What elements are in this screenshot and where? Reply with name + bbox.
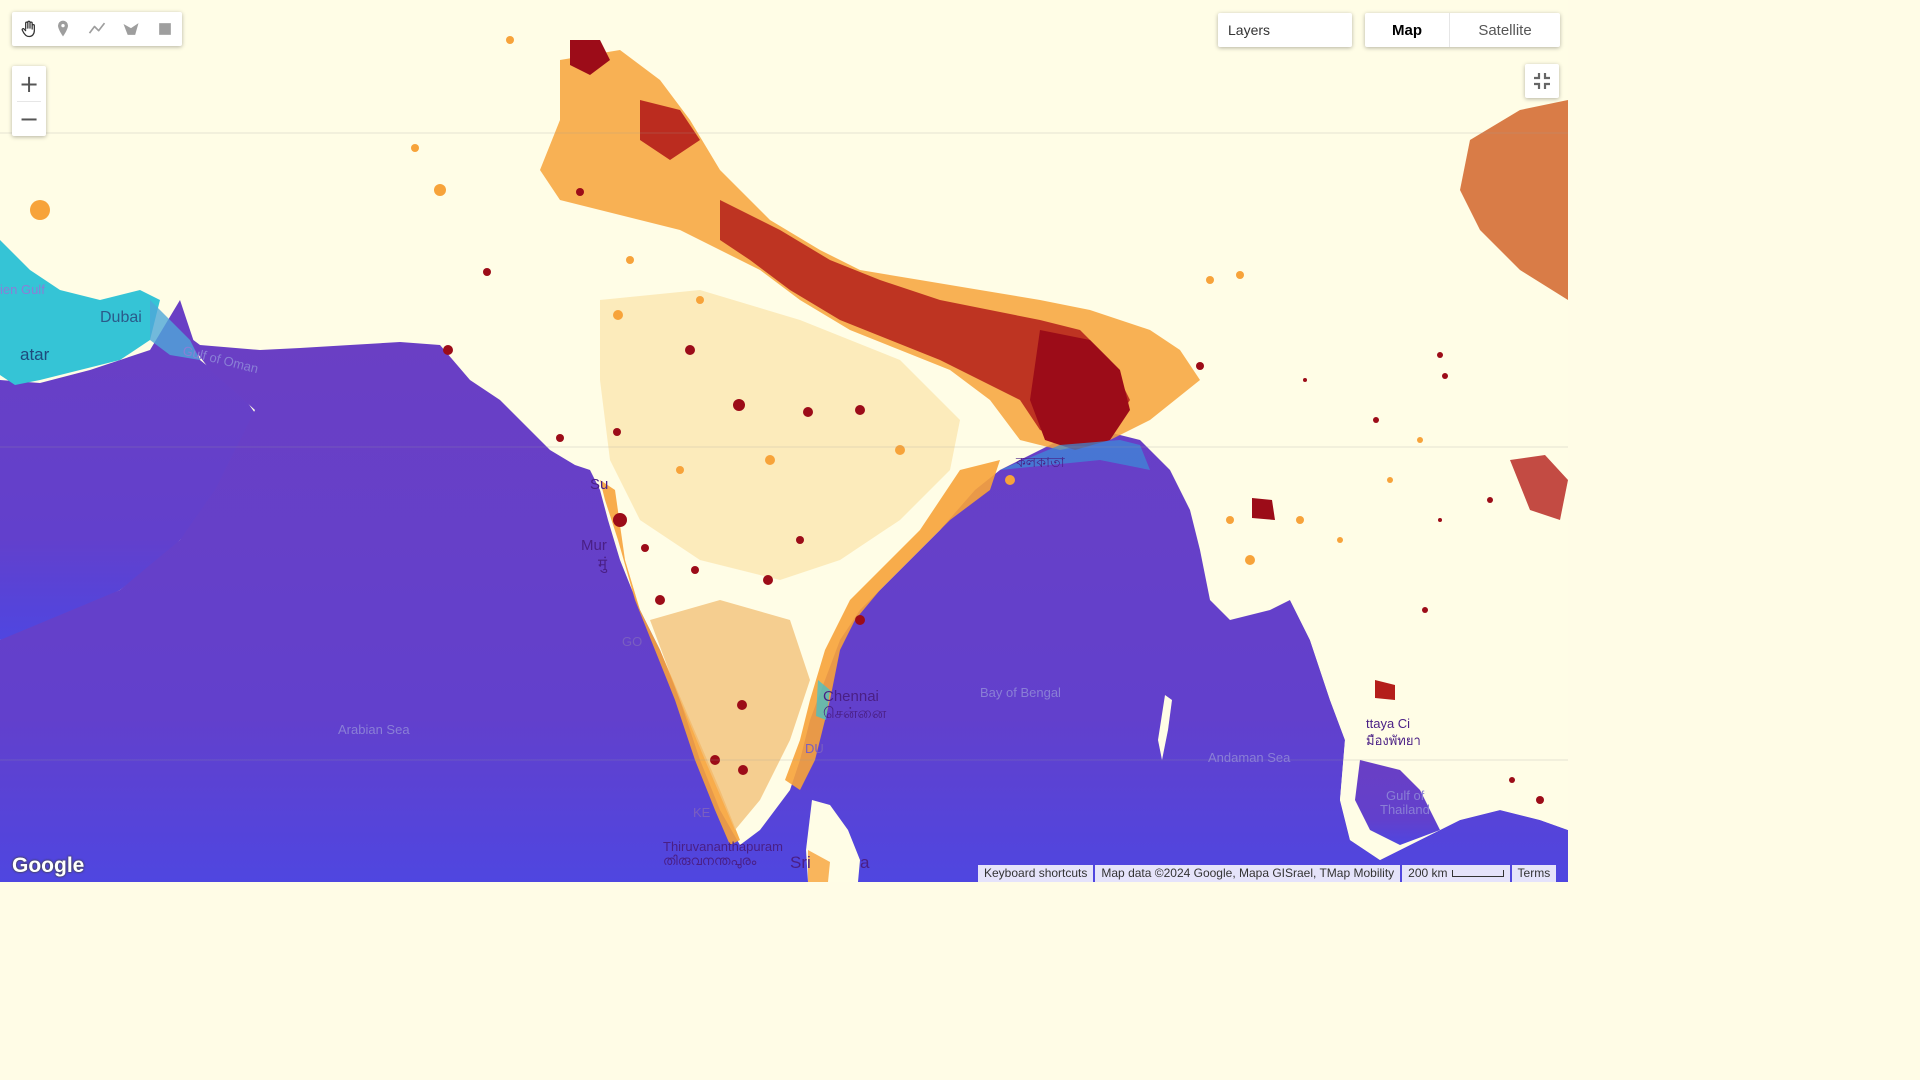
map-label-surat: Su [590, 476, 609, 493]
map-label-arabian-sea: Arabian Sea [338, 722, 410, 737]
map-label-thailand: Thailand [1380, 802, 1430, 817]
map-label-chennai-ta: சென்னை [823, 705, 887, 722]
exit-fullscreen-icon [1534, 73, 1550, 89]
city-dots [443, 188, 1544, 804]
rectangle-icon [159, 23, 171, 35]
hand-icon [21, 20, 35, 38]
map-label-chennai: Chennai [823, 688, 879, 705]
map-label-pattaya-th: มืองพัทยา [1366, 733, 1421, 748]
arabian-sea-area [0, 300, 260, 640]
map-type-map-button[interactable]: Map [1392, 21, 1422, 39]
scale-label: 200 km [1408, 866, 1448, 880]
south-density [650, 600, 810, 830]
attribution-bar: Keyboard shortcuts Map data ©2024 Google… [976, 865, 1557, 882]
central-india-density [600, 290, 960, 580]
map-label-srilanka: Sri [790, 853, 811, 872]
map-label-srilanka-end: a [860, 853, 870, 872]
zoom-divider [17, 101, 41, 102]
drawing-toolbar [12, 12, 182, 46]
bengal-coast-water [1000, 440, 1150, 470]
map-label-thiruvananthapuram-ml: തിരുവനന്തപുരം [663, 853, 757, 868]
polygon-tool-button[interactable] [114, 12, 148, 46]
google-logo: Google [12, 854, 85, 877]
line-tool-button[interactable] [80, 12, 114, 46]
map-label-pattaya: ttaya Ci [1366, 716, 1411, 731]
rectangle-tool-button[interactable] [148, 12, 182, 46]
punjab-dense [640, 100, 700, 160]
map-label-mumbai: Mur [581, 537, 607, 554]
density-belt-red [720, 200, 1130, 440]
map-label-qatar: atar [20, 345, 50, 364]
persian-gulf-area [0, 240, 160, 385]
map-label-puducherry: DU [805, 741, 824, 756]
marker-icon [58, 20, 68, 37]
map-label-andaman-sea: Andaman Sea [1208, 750, 1291, 765]
hand-tool-button[interactable] [12, 12, 46, 46]
map-label-kerala: KE [693, 805, 711, 820]
myanmar-density [1252, 498, 1275, 520]
polygon-icon [123, 23, 139, 35]
line-icon [88, 22, 106, 34]
map-label-gulf-of-thailand: Gulf of [1386, 788, 1425, 803]
map-label-persian-gulf: ien Gulf [0, 282, 45, 297]
map-label-goa: GO [622, 634, 643, 649]
map-label-thiruvananthapuram: Thiruvananthapuram [663, 839, 783, 854]
gulf-shore [150, 300, 200, 360]
zoom-out-button[interactable]: − [18, 104, 40, 133]
andaman-islands [1158, 695, 1172, 760]
map-label-bay-of-bengal: Bay of Bengal [980, 685, 1061, 700]
town-dots [30, 36, 1423, 565]
scale-bar [1451, 870, 1504, 878]
indian-ocean-area [0, 330, 1568, 882]
layers-button[interactable]: Layers [1218, 13, 1352, 47]
keyboard-shortcuts-link[interactable]: Keyboard shortcuts [978, 865, 1094, 882]
terms-link[interactable]: Terms [1511, 865, 1557, 882]
thailand-gulf-water [1355, 760, 1440, 845]
map-type-satellite-button[interactable]: Satellite [1449, 13, 1560, 47]
chennai-coast-water [816, 680, 830, 720]
vietnam-density [1510, 455, 1568, 520]
map-canvas[interactable]: ien Gulf Dubai atar Gulf of Oman Arabian… [0, 0, 1568, 882]
marker-tool-button[interactable] [46, 12, 80, 46]
china-density [1460, 100, 1568, 300]
zoom-in-button[interactable]: + [18, 69, 40, 98]
population-density-map [0, 36, 1568, 882]
fullscreen-button[interactable] [1525, 64, 1559, 98]
srilanka-density [808, 850, 830, 882]
map-type-control: Map Satellite [1365, 13, 1560, 47]
zoom-control: + − [12, 66, 46, 136]
bangkok-density [1375, 680, 1395, 700]
graticule [0, 132, 1568, 761]
map-label-dubai: Dubai [100, 309, 142, 326]
northwest-dense [570, 40, 610, 75]
east-coast-density [785, 460, 1000, 790]
bangladesh-dense [1030, 330, 1130, 450]
scale-indicator[interactable]: 200 km [1402, 865, 1510, 882]
map-label-mumbai-mr: मुं [598, 556, 607, 573]
map-label-kolkata: কলকাতা [1016, 454, 1065, 470]
map-data-attribution: Map data ©2024 Google, Mapa GISrael, TMa… [1095, 865, 1401, 882]
